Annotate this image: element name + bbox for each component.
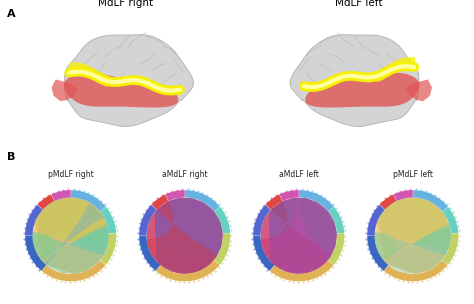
Polygon shape xyxy=(64,73,178,108)
Polygon shape xyxy=(442,207,458,233)
Title: pMdLF left: pMdLF left xyxy=(393,170,433,179)
Polygon shape xyxy=(147,198,223,274)
Polygon shape xyxy=(52,79,77,101)
Polygon shape xyxy=(367,236,388,271)
Polygon shape xyxy=(100,233,116,265)
Polygon shape xyxy=(139,205,157,236)
Polygon shape xyxy=(374,198,451,274)
Title: pMdLF right: pMdLF right xyxy=(48,170,93,179)
Polygon shape xyxy=(32,198,109,274)
Polygon shape xyxy=(328,233,344,265)
Polygon shape xyxy=(406,79,432,101)
Polygon shape xyxy=(33,198,109,259)
Polygon shape xyxy=(146,201,218,274)
Polygon shape xyxy=(32,198,109,262)
Polygon shape xyxy=(33,198,109,274)
Polygon shape xyxy=(261,198,337,274)
Polygon shape xyxy=(384,260,447,281)
Polygon shape xyxy=(37,195,55,209)
Polygon shape xyxy=(261,198,337,274)
Polygon shape xyxy=(32,198,109,274)
Polygon shape xyxy=(146,198,223,273)
Polygon shape xyxy=(299,190,334,211)
Polygon shape xyxy=(261,198,337,274)
Polygon shape xyxy=(393,190,413,201)
Polygon shape xyxy=(146,198,223,274)
Polygon shape xyxy=(442,233,458,265)
Polygon shape xyxy=(100,207,116,233)
Polygon shape xyxy=(156,260,219,281)
Polygon shape xyxy=(42,260,106,281)
Polygon shape xyxy=(328,207,344,233)
Polygon shape xyxy=(214,233,230,265)
Polygon shape xyxy=(147,198,223,274)
Polygon shape xyxy=(139,236,160,271)
Polygon shape xyxy=(380,195,396,209)
Polygon shape xyxy=(374,198,451,262)
Title: aMdLF left: aMdLF left xyxy=(279,170,319,179)
Polygon shape xyxy=(214,207,230,233)
Polygon shape xyxy=(33,198,109,274)
Polygon shape xyxy=(305,73,419,108)
Polygon shape xyxy=(165,190,185,201)
Polygon shape xyxy=(64,35,193,126)
Polygon shape xyxy=(375,198,451,274)
Text: B: B xyxy=(7,152,16,162)
Polygon shape xyxy=(25,236,46,271)
Polygon shape xyxy=(261,198,332,274)
Polygon shape xyxy=(375,198,451,259)
Polygon shape xyxy=(290,35,419,126)
Polygon shape xyxy=(413,190,448,211)
Polygon shape xyxy=(280,190,299,201)
Polygon shape xyxy=(374,198,451,274)
Polygon shape xyxy=(261,198,337,273)
Polygon shape xyxy=(253,205,271,236)
Polygon shape xyxy=(253,236,274,271)
Polygon shape xyxy=(25,205,43,236)
Polygon shape xyxy=(52,190,71,201)
Polygon shape xyxy=(261,201,332,274)
Title: aMdLF right: aMdLF right xyxy=(162,170,208,179)
Title: MdLF right: MdLF right xyxy=(98,0,153,8)
Polygon shape xyxy=(185,190,220,211)
Polygon shape xyxy=(152,195,168,209)
Polygon shape xyxy=(265,195,283,209)
Polygon shape xyxy=(270,260,334,281)
Polygon shape xyxy=(71,190,106,211)
Title: MdLF left: MdLF left xyxy=(335,0,382,8)
Text: A: A xyxy=(7,9,16,19)
Polygon shape xyxy=(367,205,385,236)
